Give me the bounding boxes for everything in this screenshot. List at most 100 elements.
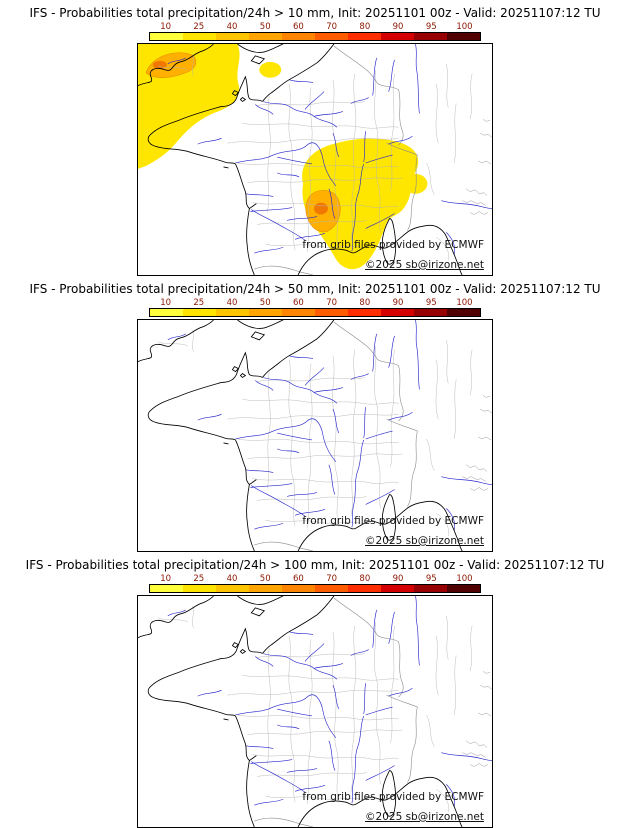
colorbar-tick: 60 (293, 22, 304, 32)
colorbar-gradient (149, 308, 481, 317)
colorbar-segment (381, 585, 414, 592)
map-canvas (138, 320, 492, 551)
colorbar-tick: 70 (326, 574, 338, 584)
colorbar-tick: 95 (425, 574, 437, 584)
colorbar-segment (414, 309, 447, 316)
map-canvas (138, 44, 492, 275)
copyright-link[interactable]: ©2025 sb@irizone.net (365, 811, 484, 823)
precip-map: from grib files provided by ECMWF ©2025 … (137, 319, 493, 552)
colorbar-segment (447, 309, 480, 316)
country-borders (254, 321, 418, 551)
copyright-link[interactable]: ©2025 sb@irizone.net (365, 535, 484, 547)
colorbar-segment (381, 309, 414, 316)
colorbar-segment (282, 309, 315, 316)
admin-borders (157, 605, 473, 813)
colorbar-segment (315, 309, 348, 316)
colorbar-segment (216, 585, 249, 592)
colorbar-segment (249, 33, 282, 40)
colorbar-tick: 70 (326, 298, 338, 308)
admin-borders (157, 329, 473, 537)
colorbar-segment (282, 585, 315, 592)
colorbar-tick: 40 (226, 298, 238, 308)
rivers (167, 596, 492, 807)
colorbar-segment (249, 309, 282, 316)
colorbar-tick: 25 (193, 574, 205, 584)
colorbar-segment (150, 33, 183, 40)
colorbar-gradient (149, 32, 481, 41)
relief-marks (462, 671, 492, 767)
attribution-text: from grib files provided by ECMWF (302, 239, 484, 251)
colorbar-gradient (149, 584, 481, 593)
colorbar-tick: 60 (293, 574, 304, 584)
colorbar-segment (348, 309, 381, 316)
colorbar-segment (447, 33, 480, 40)
copyright-link[interactable]: ©2025 sb@irizone.net (365, 259, 484, 271)
probability-colorbar: 10 25 40 50 60 70 80 90 95 100 (149, 22, 481, 41)
coastlines (138, 320, 463, 551)
precip-probability-overlay (138, 44, 428, 270)
colorbar-tick: 60 (293, 298, 304, 308)
colorbar-segment (216, 309, 249, 316)
precip-map: from grib files provided by ECMWF ©2025 … (137, 43, 493, 276)
colorbar-segment (183, 585, 216, 592)
colorbar-segment (150, 309, 183, 316)
country-borders (254, 45, 418, 275)
colorbar-segment (381, 33, 414, 40)
colorbar-tick: 10 (160, 574, 172, 584)
colorbar-tick-labels: 10 25 40 50 60 70 80 90 95 100 (149, 298, 481, 308)
precip-map: from grib files provided by ECMWF ©2025 … (137, 595, 493, 828)
colorbar-tick: 95 (425, 298, 437, 308)
colorbar-segment (183, 309, 216, 316)
colorbar-tick: 80 (359, 298, 371, 308)
panel-title: IFS - Probabilities total precipitation/… (29, 6, 601, 20)
colorbar-segment (249, 585, 282, 592)
attribution-text: from grib files provided by ECMWF (302, 515, 484, 527)
probability-colorbar: 10 25 40 50 60 70 80 90 95 100 (149, 574, 481, 593)
colorbar-segment (150, 585, 183, 592)
colorbar-tick: 100 (456, 298, 473, 308)
colorbar-tick: 50 (259, 298, 271, 308)
panel-title: IFS - Probabilities total precipitation/… (25, 558, 605, 572)
map-svg (138, 44, 492, 275)
coastlines (138, 44, 463, 275)
colorbar-tick: 95 (425, 22, 437, 32)
colorbar-tick: 25 (193, 298, 205, 308)
probability-colorbar: 10 25 40 50 60 70 80 90 95 100 (149, 298, 481, 317)
colorbar-segment (315, 585, 348, 592)
colorbar-tick: 40 (226, 22, 238, 32)
map-svg (138, 320, 492, 551)
colorbar-tick: 100 (456, 22, 473, 32)
precip-panel-50mm: IFS - Probabilities total precipitation/… (0, 276, 630, 552)
coastlines (138, 596, 463, 827)
colorbar-segment (414, 585, 447, 592)
colorbar-tick: 10 (160, 22, 172, 32)
colorbar-tick: 50 (259, 22, 271, 32)
map-canvas (138, 596, 492, 827)
colorbar-segment (414, 33, 447, 40)
admin-borders (157, 53, 473, 261)
colorbar-tick-labels: 10 25 40 50 60 70 80 90 95 100 (149, 22, 481, 32)
panel-title: IFS - Probabilities total precipitation/… (29, 282, 601, 296)
colorbar-segment (348, 33, 381, 40)
colorbar-segment (348, 585, 381, 592)
colorbar-tick: 90 (392, 298, 404, 308)
colorbar-segment (183, 33, 216, 40)
colorbar-tick-labels: 10 25 40 50 60 70 80 90 95 100 (149, 574, 481, 584)
rivers (167, 44, 492, 255)
colorbar-tick: 40 (226, 574, 238, 584)
colorbar-tick: 25 (193, 22, 205, 32)
rivers (167, 320, 492, 531)
precip-panel-100mm: IFS - Probabilities total precipitation/… (0, 552, 630, 828)
colorbar-tick: 90 (392, 574, 404, 584)
colorbar-tick: 90 (392, 22, 404, 32)
colorbar-segment (315, 33, 348, 40)
colorbar-tick: 50 (259, 574, 271, 584)
map-svg (138, 596, 492, 827)
colorbar-segment (282, 33, 315, 40)
colorbar-tick: 80 (359, 22, 371, 32)
relief-marks (462, 395, 492, 491)
precip-panel-10mm: IFS - Probabilities total precipitation/… (0, 0, 630, 276)
colorbar-tick: 10 (160, 298, 172, 308)
colorbar-tick: 70 (326, 22, 338, 32)
colorbar-segment (216, 33, 249, 40)
